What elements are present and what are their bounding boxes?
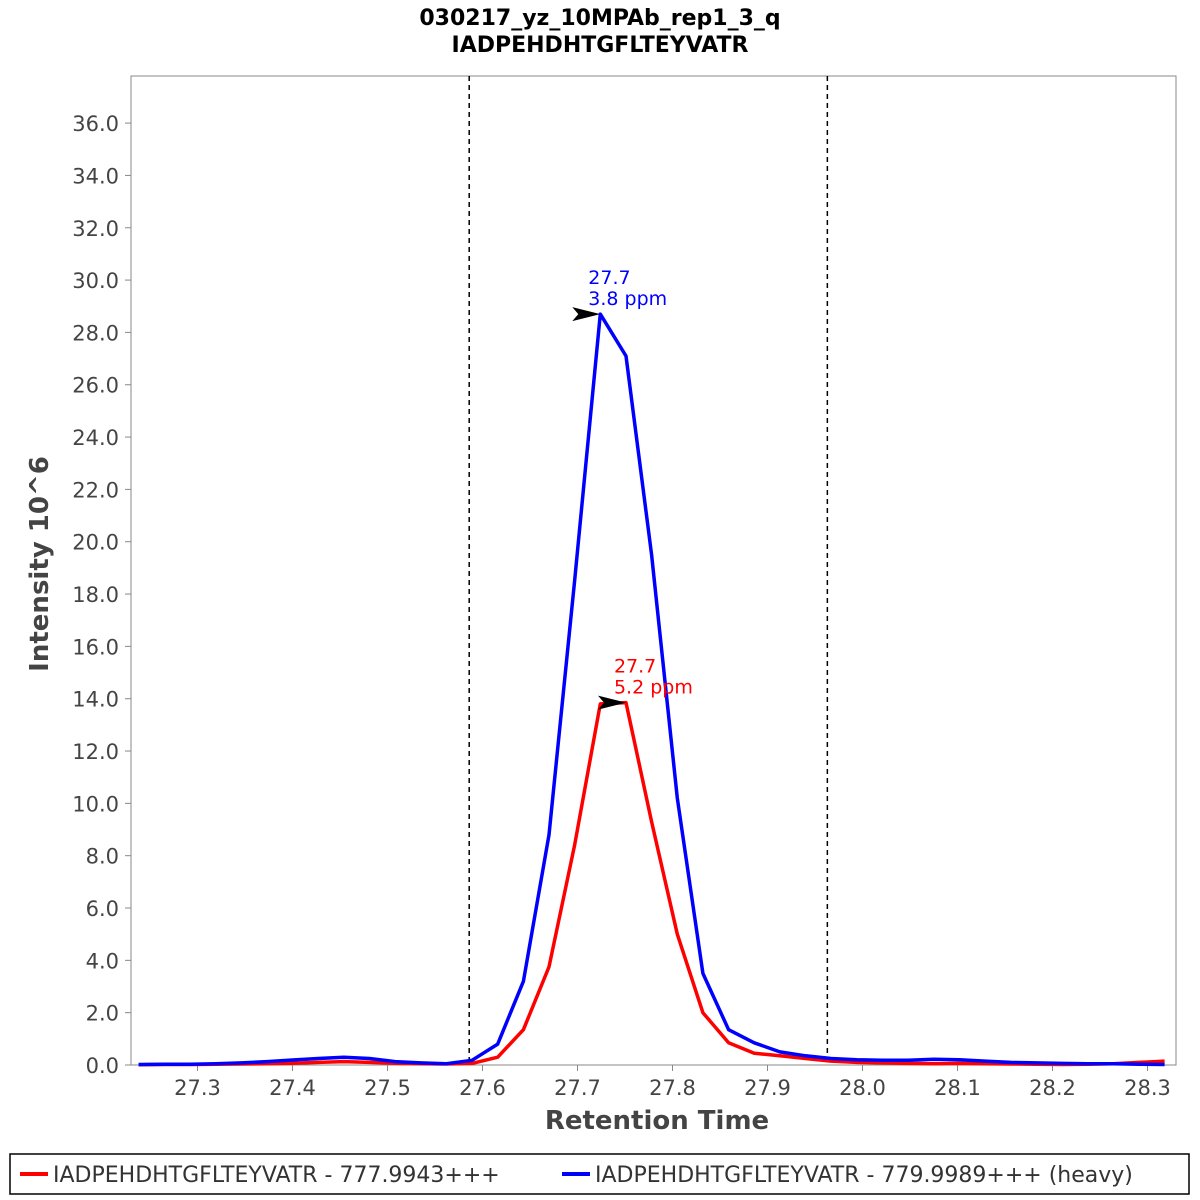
peak-boundaries [468,76,829,1065]
y-tick-label: 0.0 [86,1054,119,1078]
x-axis: 27.3 27.4 27.5 27.6 27.7 27.8 27.9 28.0 28.1 28.2… [131,1064,1176,1100]
y-tick-label: 14.0 [72,688,119,712]
y-tick-label: 20.0 [72,531,119,555]
series-line-0 [138,700,1165,1067]
y-axis-label: Intensity 10^6 [25,456,55,672]
x-tick-label: 27.3 [174,1076,221,1100]
y-tick-label: 2.0 [86,1002,119,1026]
x-tick-label: 28.2 [1029,1076,1076,1100]
y-tick-label: 4.0 [86,949,119,973]
x-axis-label: Retention Time [545,1106,769,1136]
series-group [138,312,1165,1067]
y-tick-label: 6.0 [86,897,119,921]
y-tick-label: 26.0 [72,374,119,398]
x-tick-label: 27.9 [744,1076,791,1100]
x-tick-label: 27.6 [459,1076,506,1100]
series-line-1 [138,312,1165,1067]
y-tick-label: 28.0 [72,321,119,345]
y-tick-label: 8.0 [86,845,119,869]
x-tick-label: 27.4 [269,1076,316,1100]
peak-annotation-text: 27.7 [614,656,656,678]
peak-arrow-marker [598,695,626,710]
x-tick-label: 28.0 [839,1076,886,1100]
y-tick-label: 22.0 [72,478,119,502]
chart-subtitle: IADPEHDHTGFLTEYVATR [452,33,749,58]
x-tick-label: 28.3 [1124,1076,1171,1100]
y-tick-label: 32.0 [72,217,119,241]
peak-annotation-text: 27.7 [588,267,630,289]
peak-arrow-marker [572,307,601,322]
legend-label: IADPEHDHTGFLTEYVATR - 779.9989+++ (heavy… [595,1163,1133,1188]
peak-annotation-text: 3.8 ppm [588,288,667,310]
x-tick-label: 27.8 [649,1076,696,1100]
legend-label: IADPEHDHTGFLTEYVATR - 777.9943+++ [53,1163,500,1188]
y-tick-label: 30.0 [72,269,119,293]
x-tick-label: 27.5 [364,1076,411,1100]
y-tick-label: 10.0 [72,792,119,816]
y-tick-label: 16.0 [72,635,119,659]
x-tick-label: 28.1 [934,1076,981,1100]
y-tick-label: 36.0 [72,112,119,136]
y-tick-label: 24.0 [72,426,119,450]
legend: IADPEHDHTGFLTEYVATR - 777.9943+++ IADPEHD… [9,1153,1190,1195]
legend-frame [9,1153,1190,1195]
y-tick-label: 18.0 [72,583,119,607]
y-tick-label: 34.0 [72,164,119,188]
peak-annotation-text: 5.2 ppm [614,677,693,699]
y-axis: 0.0 2.0 4.0 6.0 8.0 10.0 12.0 14.0 16.0 18.0 20.0 2… [72,76,132,1078]
x-tick-label: 27.7 [554,1076,601,1100]
y-tick-label: 12.0 [72,740,119,764]
chart-title: 030217_yz_10MPAb_rep1_3_q [419,6,780,31]
